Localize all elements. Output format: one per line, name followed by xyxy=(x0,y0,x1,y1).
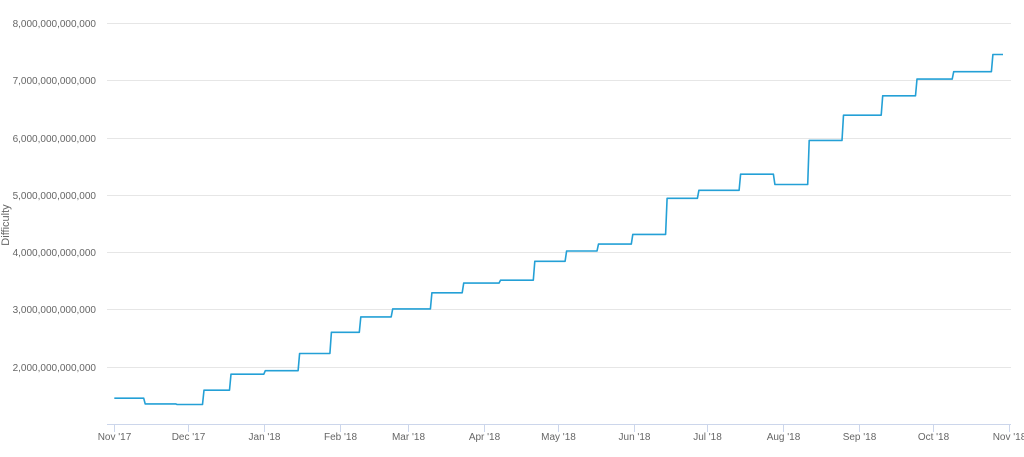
x-tick-label: Jul '18 xyxy=(693,432,722,443)
x-tick-label: Mar '18 xyxy=(392,432,425,443)
y-tick-label: 3,000,000,000,000 xyxy=(13,305,97,316)
x-tick-label: Jan '18 xyxy=(249,432,281,443)
x-tick-label: May '18 xyxy=(541,432,576,443)
grid-lines xyxy=(107,23,1011,368)
y-tick-label: 2,000,000,000,000 xyxy=(13,363,97,374)
x-tick-label: Oct '18 xyxy=(918,432,950,443)
x-tick-label: Aug '18 xyxy=(767,432,801,443)
y-tick-label: 7,000,000,000,000 xyxy=(13,76,97,87)
x-tick-label: Sep '18 xyxy=(843,432,877,443)
x-tick-label: Apr '18 xyxy=(469,432,501,443)
y-tick-label: 5,000,000,000,000 xyxy=(13,191,97,202)
y-tick-label: 4,000,000,000,000 xyxy=(13,248,97,259)
x-tick-label: Nov '18 xyxy=(993,432,1024,443)
x-tick-label: Jun '18 xyxy=(619,432,651,443)
x-tick-label: Nov '17 xyxy=(98,432,132,443)
y-tick-label: 8,000,000,000,000 xyxy=(13,19,97,30)
x-axis-ticks: Nov '17 Dec '17 Jan '18 Feb '18 Mar '18 Apr '… xyxy=(98,424,1024,443)
y-axis-title: Difficulty xyxy=(0,204,12,246)
y-tick-label: 6,000,000,000,000 xyxy=(13,134,97,145)
x-tick-label: Feb '18 xyxy=(324,432,357,443)
x-tick-label: Dec '17 xyxy=(172,432,206,443)
y-axis-ticks: 2,000,000,000,000 3,000,000,000,000 4,000,… xyxy=(13,19,97,374)
difficulty-series-line xyxy=(114,53,1003,406)
